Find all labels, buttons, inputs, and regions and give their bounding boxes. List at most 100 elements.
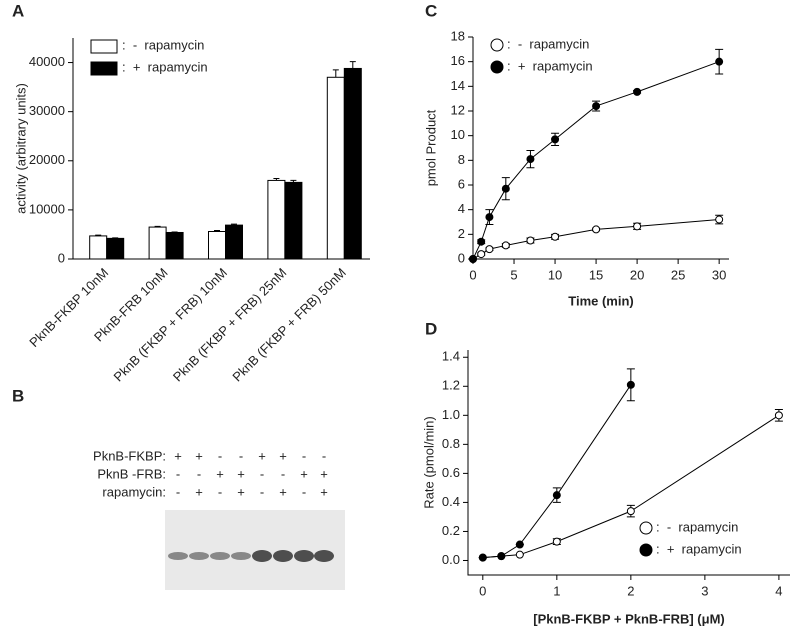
x-tick-label: PknB (FKBP + FRB) 50nM [229, 265, 349, 385]
gel-band [210, 552, 230, 560]
y-tick-label: 16 [451, 53, 465, 68]
sign: + [300, 466, 308, 481]
x-tick-label: 5 [510, 267, 517, 282]
data-point [626, 507, 635, 516]
sign: - [239, 448, 243, 463]
sign: - [302, 484, 306, 499]
bar [225, 224, 243, 260]
y-axis-label: activity (arbitrary units) [13, 83, 28, 214]
y-tick-label: 0.4 [442, 494, 460, 509]
x-axis-label: [PknB-FKBP + PknB-FRB] (μM) [533, 611, 725, 626]
data-point [551, 135, 560, 144]
legend-marker [639, 543, 653, 557]
legend-swatch [90, 61, 118, 76]
error-bar [214, 230, 220, 232]
row-label: rapamycin: [102, 484, 166, 499]
error-bar [154, 225, 161, 228]
bar [267, 179, 286, 260]
data-point [633, 87, 642, 96]
sign: - [218, 484, 222, 499]
sign: - [197, 466, 201, 481]
sign: - [322, 448, 326, 463]
x-tick-label: 3 [701, 583, 708, 598]
y-tick-label: 20000 [29, 152, 65, 167]
gel-band [273, 550, 293, 562]
sign: + [237, 466, 245, 481]
data-point [592, 102, 601, 111]
bar [106, 237, 125, 260]
data-point [715, 215, 724, 224]
legend-marker [639, 521, 653, 535]
bar [284, 181, 303, 260]
data-point [552, 491, 561, 500]
data-point [551, 232, 560, 241]
data-point [552, 537, 561, 546]
x-tick-label: 15 [589, 267, 603, 282]
y-tick-label: 30000 [29, 103, 65, 118]
legend-label: : - rapamycin [122, 37, 204, 52]
data-point [715, 57, 724, 66]
bar [89, 235, 108, 260]
panel-label: C [425, 1, 437, 20]
data-point [497, 552, 506, 561]
legend-label: : - rapamycin [656, 519, 738, 534]
y-tick-label: 0 [58, 250, 65, 265]
gel-band [231, 552, 251, 560]
error-bar [231, 223, 237, 226]
sign: + [174, 448, 182, 463]
y-tick-label: 0.6 [442, 465, 460, 480]
y-axis-label: pmol Product [423, 109, 438, 186]
series-line [482, 384, 632, 559]
sign: - [218, 448, 222, 463]
panel-label: A [12, 1, 24, 20]
y-tick-label: 1.2 [442, 378, 460, 393]
y-tick-label: 10000 [29, 201, 65, 216]
data-point [469, 255, 477, 263]
sign: + [195, 484, 203, 499]
gel-band [189, 552, 209, 560]
sign: + [195, 448, 203, 463]
axes [72, 38, 370, 260]
axes [467, 350, 790, 576]
bar [148, 226, 167, 260]
legend-label: : - rapamycin [507, 36, 589, 51]
y-axis-label: Rate (pmol/min) [421, 416, 436, 508]
sign: + [279, 448, 287, 463]
sign: - [176, 484, 180, 499]
x-tick-label: 0 [469, 267, 476, 282]
x-tick-label: PknB (FKBP + FRB) 10nM [111, 265, 231, 385]
data-point [477, 250, 486, 259]
sign: + [237, 484, 245, 499]
data-point [478, 553, 487, 562]
sign: + [279, 484, 287, 499]
y-tick-label: 6 [458, 176, 465, 191]
y-tick-label: 10 [451, 127, 465, 142]
error-bar [95, 234, 102, 236]
x-tick-label: 4 [775, 583, 782, 598]
y-tick-label: 0.0 [442, 552, 460, 567]
data-point [633, 222, 642, 231]
y-tick-label: 12 [451, 102, 465, 117]
x-tick-label: PknB (FKBP + FRB) 25nM [170, 265, 290, 385]
sign: - [281, 466, 285, 481]
legend-label: : + rapamycin [507, 58, 593, 73]
error-bar [349, 61, 356, 69]
data-point [626, 380, 635, 389]
x-tick-label: 30 [712, 267, 726, 282]
data-point [477, 237, 486, 246]
sign: - [260, 484, 264, 499]
legend-label: : + rapamycin [122, 59, 208, 74]
y-tick-label: 4 [458, 201, 465, 216]
data-point [515, 550, 524, 559]
gel-band [252, 550, 272, 562]
data-point [774, 411, 783, 420]
data-point [526, 236, 535, 245]
sign: + [320, 484, 328, 499]
y-tick-label: 14 [451, 78, 465, 93]
series-line [482, 414, 780, 559]
panel-label: D [425, 319, 437, 338]
y-tick-label: 1.4 [442, 349, 460, 364]
sign: + [320, 466, 328, 481]
legend-label: : + rapamycin [656, 541, 742, 556]
